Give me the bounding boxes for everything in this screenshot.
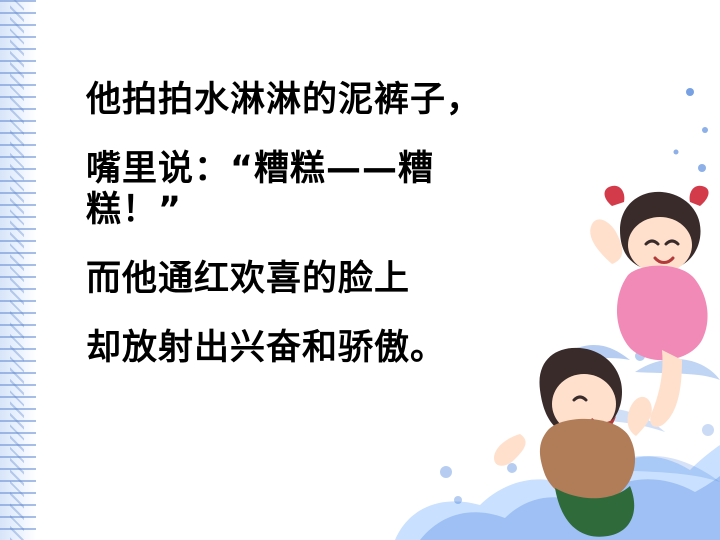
text-line-3: 糕！” (86, 190, 183, 230)
line-gap (86, 300, 556, 328)
text-line-4: 而他通红欢喜的脸上 (86, 259, 411, 299)
text-line-2: 嘴里说：“糟糕——糟 (86, 149, 435, 189)
text-line-1: 他拍拍水淋淋的泥裤子， (86, 80, 483, 120)
slide-text: 他拍拍水淋淋的泥裤子， 嘴里说：“糟糕——糟 糕！” 而他通红欢喜的脸上 却放射… (86, 80, 556, 369)
text-line-5: 却放射出兴奋和骄傲。 (86, 328, 447, 368)
line-gap (86, 231, 556, 259)
line-gap (86, 121, 556, 149)
decorative-left-border (0, 0, 36, 540)
boy-figure-icon (494, 347, 652, 537)
girl-figure-icon (590, 185, 709, 427)
